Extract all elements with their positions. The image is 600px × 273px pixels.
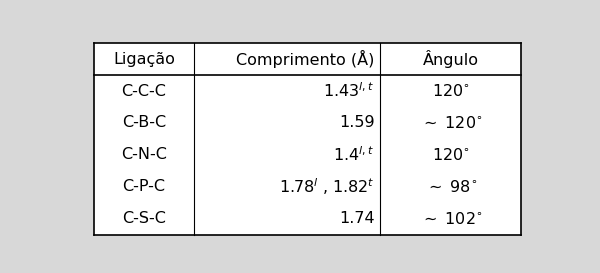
Text: 120$^{\circ}$: 120$^{\circ}$: [432, 147, 470, 163]
Text: $\sim$ 98$^{\circ}$: $\sim$ 98$^{\circ}$: [425, 179, 477, 195]
Text: $\sim$ 120$^{\circ}$: $\sim$ 120$^{\circ}$: [419, 115, 482, 131]
Text: C-C-C: C-C-C: [121, 84, 166, 99]
Text: Comprimento (Å): Comprimento (Å): [236, 50, 374, 68]
Text: $\sim$ 102$^{\circ}$: $\sim$ 102$^{\circ}$: [419, 211, 482, 227]
Text: 120$^{\circ}$: 120$^{\circ}$: [432, 83, 470, 99]
Text: C-N-C: C-N-C: [121, 147, 167, 162]
Text: $1.4^{l,t}$: $1.4^{l,t}$: [334, 146, 374, 164]
Text: C-S-C: C-S-C: [122, 211, 166, 226]
Text: C-B-C: C-B-C: [122, 115, 166, 130]
Text: Ângulo: Ângulo: [423, 50, 479, 68]
Text: 1.59: 1.59: [339, 115, 374, 130]
Text: $1.43^{l,t}$: $1.43^{l,t}$: [323, 82, 374, 100]
Text: $1.78^{l}$ , $1.82^{t}$: $1.78^{l}$ , $1.82^{t}$: [279, 176, 374, 197]
Text: 1.74: 1.74: [339, 211, 374, 226]
Text: Ligação: Ligação: [113, 52, 175, 67]
Text: C-P-C: C-P-C: [122, 179, 166, 194]
